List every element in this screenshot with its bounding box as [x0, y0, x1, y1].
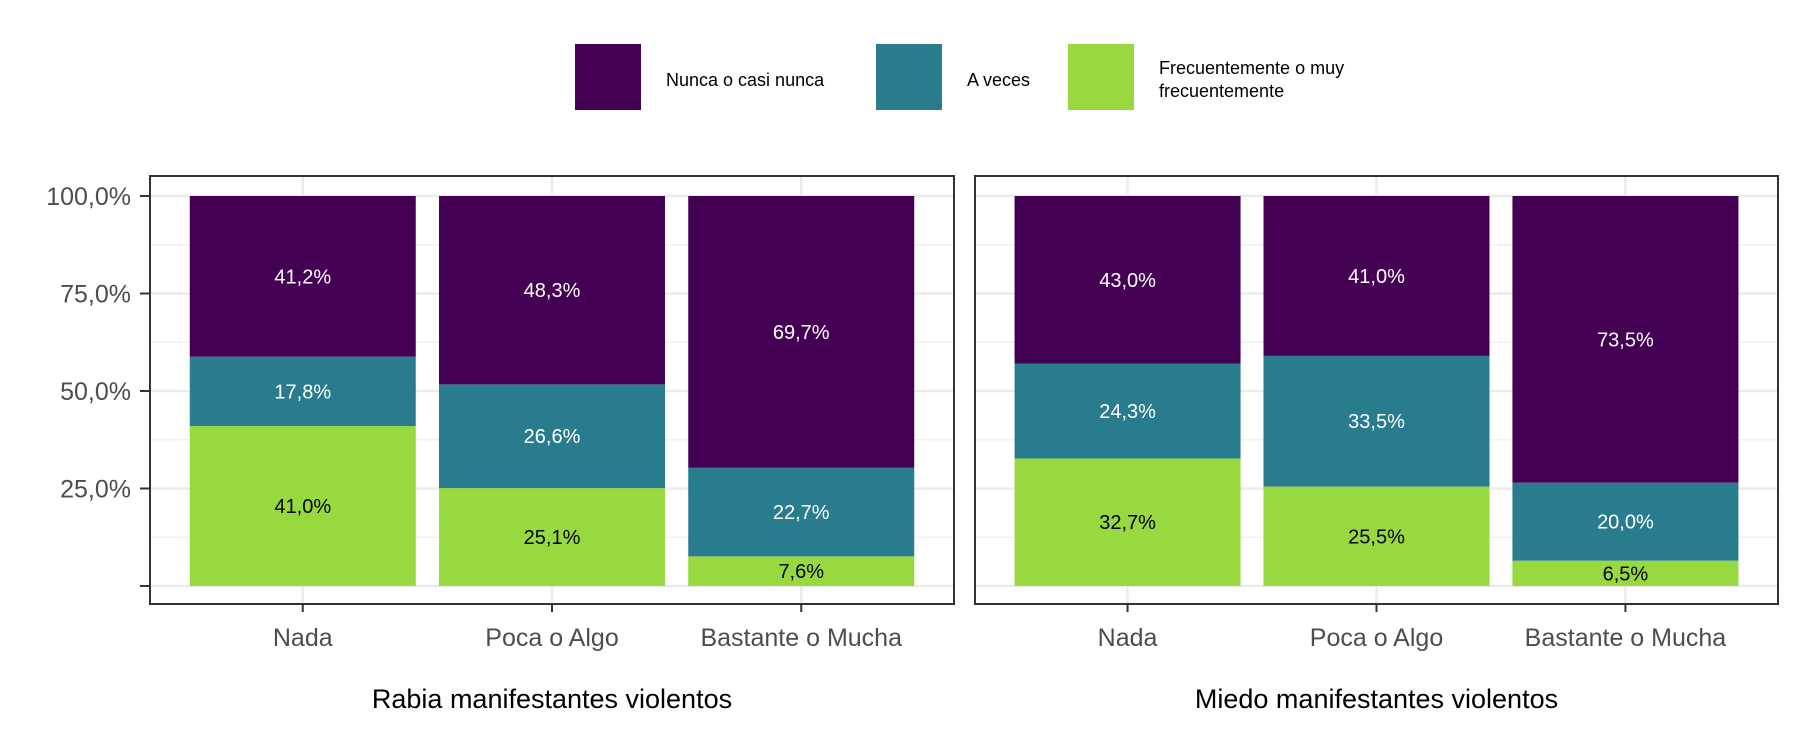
- y-tick-label: 100,0%: [46, 183, 131, 211]
- bar-segment: [688, 556, 915, 586]
- data-label: 24,3%: [1099, 401, 1156, 423]
- x-axis-title: Rabia manifestantes violentos: [372, 684, 732, 714]
- data-label: 69,7%: [773, 322, 830, 344]
- x-tick-label: Poca o Algo: [1310, 624, 1443, 652]
- bar-segment: [688, 196, 915, 468]
- legend-swatch: [575, 44, 641, 110]
- bar-segment: [1263, 355, 1490, 487]
- legend-label: A veces: [967, 70, 1030, 90]
- bar-segment: [1014, 196, 1241, 364]
- legend-label: Frecuentemente o muy frecuentemente: [1159, 58, 1344, 101]
- data-label: 20,0%: [1597, 512, 1654, 534]
- data-label: 33,5%: [1348, 411, 1405, 433]
- legend-swatch: [1068, 44, 1134, 110]
- x-tick-label: Nada: [1098, 624, 1158, 652]
- data-label: 25,1%: [524, 527, 581, 549]
- x-axis-title: Miedo manifestantes violentos: [1195, 684, 1558, 714]
- data-label: 41,0%: [274, 496, 331, 518]
- data-label: 32,7%: [1099, 512, 1156, 534]
- legend-label: Nunca o casi nunca: [666, 70, 825, 90]
- x-tick-label: Poca o Algo: [485, 624, 618, 652]
- bar-segment: [439, 196, 665, 385]
- bar-segment: [1512, 560, 1739, 586]
- bar-segment: [189, 196, 416, 357]
- y-tick-label: 25,0%: [60, 476, 131, 504]
- bar-segment: [1014, 458, 1241, 586]
- data-label: 7,6%: [778, 561, 824, 583]
- x-tick-label: Bastante o Mucha: [700, 624, 902, 652]
- data-label: 6,5%: [1603, 563, 1649, 585]
- data-label: 41,2%: [274, 266, 331, 288]
- data-label: 17,8%: [274, 381, 331, 403]
- data-label: 48,3%: [524, 280, 581, 302]
- x-tick-label: Bastante o Mucha: [1525, 624, 1727, 652]
- legend-swatch: [876, 44, 942, 110]
- bar-segment: [1512, 482, 1739, 561]
- bar-segment: [1263, 486, 1490, 586]
- bar-segment: [688, 467, 915, 557]
- y-tick-label: 50,0%: [60, 378, 131, 406]
- bar-segment: [1014, 363, 1241, 459]
- data-label: 25,5%: [1348, 526, 1405, 548]
- data-label: 73,5%: [1597, 329, 1654, 351]
- x-tick-label: Nada: [273, 624, 333, 652]
- data-label: 41,0%: [1348, 266, 1405, 288]
- bar-segment: [189, 426, 416, 586]
- bar-segment: [1512, 196, 1739, 483]
- y-tick-label: 75,0%: [60, 281, 131, 309]
- data-label: 26,6%: [524, 426, 581, 448]
- data-label: 43,0%: [1099, 270, 1156, 292]
- data-label: 22,7%: [773, 502, 830, 524]
- bar-segment: [439, 384, 665, 489]
- bar-segment: [1263, 196, 1490, 356]
- bar-segment: [439, 488, 665, 586]
- bar-segment: [189, 356, 416, 427]
